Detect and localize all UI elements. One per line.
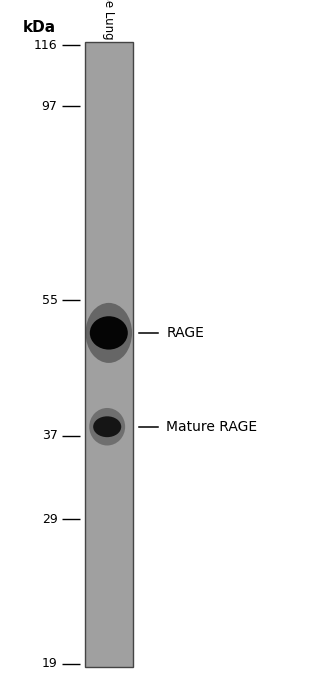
Text: 29: 29 (42, 513, 58, 525)
Ellipse shape (93, 416, 121, 437)
Text: RAGE: RAGE (166, 326, 204, 340)
Text: 116: 116 (34, 39, 58, 51)
Ellipse shape (89, 408, 125, 445)
Text: Mouse Lung: Mouse Lung (102, 0, 115, 40)
Text: 37: 37 (42, 430, 58, 442)
Text: Mature RAGE: Mature RAGE (166, 420, 258, 434)
Bar (85, 42, 133, 667)
Text: 55: 55 (42, 294, 58, 306)
Text: 97: 97 (42, 100, 58, 113)
Text: kDa: kDa (23, 20, 56, 35)
Ellipse shape (85, 303, 132, 363)
Text: 19: 19 (42, 657, 58, 670)
Ellipse shape (90, 316, 128, 350)
